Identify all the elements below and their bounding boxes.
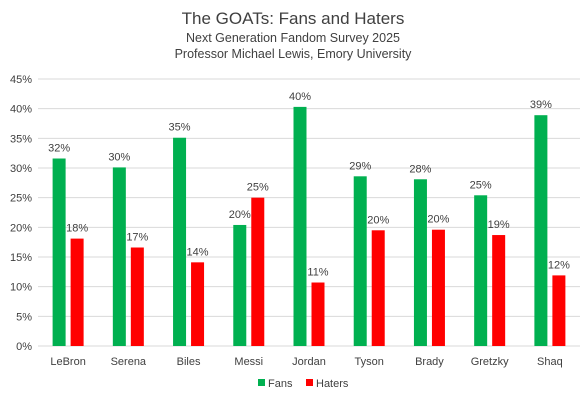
bar-fans-tyson [353, 176, 367, 346]
data-label-fans-tyson: 29% [349, 160, 371, 172]
data-label-haters-biles: 14% [187, 246, 209, 258]
bar-fans-jordan [293, 106, 307, 347]
bar-fans-lebron [52, 158, 66, 346]
chart-subtitle-line-1: Next Generation Fandom Survey 2025 [186, 31, 400, 45]
data-label-haters-shaq: 12% [548, 259, 570, 271]
data-label-haters-lebron: 18% [66, 223, 88, 235]
y-axis: 0% 5% 10% 15% 20% 25% 30% 35% 40% 45% [10, 74, 32, 353]
bar-fans-messi [233, 224, 247, 346]
bar-fans-biles [173, 137, 187, 346]
y-tick-label: 45% [10, 74, 32, 86]
data-label-fans-jordan: 40% [289, 91, 311, 103]
bar-haters-gretzky [492, 235, 506, 346]
bar-haters-tyson [371, 230, 385, 346]
y-tick-label: 10% [10, 282, 32, 294]
y-tick-label: 5% [16, 311, 32, 323]
legend-swatch-haters [306, 379, 313, 386]
data-label-haters-serena: 17% [126, 232, 148, 244]
x-tick-label-serena: Serena [111, 356, 147, 368]
bars: 32% 18% 30% 17% 35% 14% 20% 25% 40% 11% 29% 20% 28% 2… [48, 91, 570, 347]
bar-haters-messi [251, 197, 265, 346]
data-label-fans-brady: 28% [409, 163, 431, 175]
data-label-haters-tyson: 20% [367, 214, 389, 226]
x-tick-label-biles: Biles [177, 356, 201, 368]
x-tick-label-jordan: Jordan [292, 356, 326, 368]
data-label-haters-gretzky: 19% [488, 219, 510, 231]
y-tick-label: 15% [10, 252, 32, 264]
legend: Fans Haters [258, 378, 349, 390]
bar-haters-serena [130, 247, 144, 346]
data-label-fans-messi: 20% [229, 209, 251, 221]
x-tick-label-tyson: Tyson [355, 356, 384, 368]
x-tick-label-messi: Messi [234, 356, 263, 368]
bar-haters-brady [431, 229, 445, 346]
y-tick-label: 25% [10, 193, 32, 205]
legend-swatch-fans [258, 379, 265, 386]
bar-fans-gretzky [474, 195, 488, 346]
data-label-haters-jordan: 11% [307, 267, 328, 279]
y-tick-label: 20% [10, 222, 32, 234]
data-label-fans-serena: 30% [108, 151, 130, 163]
gridlines [38, 78, 580, 347]
y-tick-label: 40% [10, 104, 32, 116]
bar-fans-brady [413, 179, 427, 346]
data-label-haters-brady: 20% [427, 214, 449, 226]
bar-haters-biles [191, 262, 205, 346]
bar-fans-shaq [534, 115, 548, 347]
data-label-fans-gretzky: 25% [470, 179, 492, 191]
bar-fans-serena [112, 167, 126, 346]
data-label-fans-shaq: 39% [530, 99, 552, 111]
bar-haters-jordan [311, 282, 325, 346]
data-label-fans-biles: 35% [169, 122, 191, 134]
chart-title: The GOATs: Fans and Haters [182, 9, 405, 28]
y-tick-label: 30% [10, 163, 32, 175]
bar-haters-shaq [552, 275, 566, 346]
y-tick-label: 35% [10, 133, 32, 145]
legend-label-fans: Fans [268, 378, 293, 390]
x-tick-label-brady: Brady [415, 356, 444, 368]
data-label-haters-messi: 25% [247, 182, 269, 194]
legend-label-haters: Haters [316, 378, 349, 390]
x-tick-label-lebron: LeBron [50, 356, 85, 368]
chart-subtitle-line-2: Professor Michael Lewis, Emory Universit… [175, 47, 413, 61]
x-tick-label-gretzky: Gretzky [471, 356, 509, 368]
y-tick-label: 0% [16, 341, 32, 353]
data-label-fans-lebron: 32% [48, 143, 70, 155]
x-tick-label-shaq: Shaq [537, 356, 563, 368]
bar-haters-lebron [70, 238, 84, 346]
x-axis: LeBron Serena Biles Messi Jordan Tyson Brady Gr… [50, 356, 562, 368]
